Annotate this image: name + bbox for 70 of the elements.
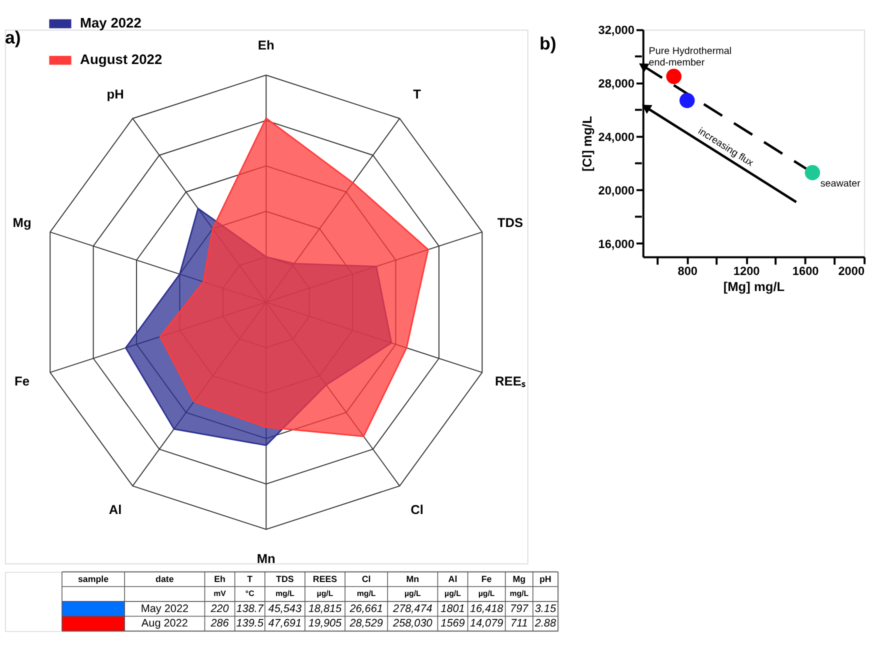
legend-label: August 2022 (80, 51, 162, 68)
text: µg/L (444, 589, 461, 598)
category-label: sample (78, 574, 109, 584)
spoke-label: Fe (14, 373, 30, 388)
text: 19,905 (308, 618, 342, 630)
spoke-label: pH (106, 86, 124, 102)
spoke-label: T (413, 86, 422, 102)
x-axis-title: [Mg] mg/L (723, 278, 785, 294)
text: mg/L (275, 589, 294, 598)
category-label: Mn (406, 574, 420, 584)
y-tick-label: 28,000 (598, 76, 635, 91)
text: 139.5 (236, 618, 264, 630)
text: 47,691 (268, 618, 302, 630)
category-label: Cl (362, 574, 371, 584)
spoke-label: Eh (258, 38, 274, 53)
category-label: T (247, 574, 254, 584)
y-axis-title: [Cl] mg/L (579, 116, 594, 172)
x-tick-label: 1600 (792, 264, 820, 278)
y-tick-label: 32,000 (598, 23, 635, 38)
text: °C (245, 589, 254, 598)
text: a) (4, 27, 21, 48)
text: mg/L (510, 589, 529, 598)
text: 16,418 (470, 602, 504, 615)
text: 1569 (440, 618, 465, 630)
text: May 2022 (140, 602, 189, 615)
category-label: Al (448, 574, 458, 584)
chart-title: b) (539, 33, 556, 54)
annotation: seawater (820, 178, 862, 190)
text: mV (214, 589, 226, 598)
text: 26,661 (350, 602, 383, 615)
text: mg/L (356, 589, 376, 598)
text: 18,815 (308, 602, 342, 615)
text: 3.15 (534, 602, 556, 615)
spoke-label: TDS (497, 214, 524, 230)
category-label: Mg (512, 574, 526, 584)
spoke-label: Mn (256, 550, 276, 566)
text: 138.7 (236, 602, 264, 615)
category-label: Eh (214, 574, 226, 584)
text: µg/L (478, 589, 495, 598)
x-tick-label: 2000 (838, 264, 865, 278)
category-label: Fe (481, 574, 492, 584)
x-tick-label: 800 (678, 264, 698, 278)
y-tick-label: 24,000 (598, 130, 635, 144)
text: µg/L (316, 589, 334, 598)
spoke-label: Mg (12, 214, 32, 230)
text: 1801 (440, 602, 465, 615)
text: 278,474 (393, 602, 432, 615)
x-tick-label: 1200 (733, 264, 760, 278)
category-label: REES (312, 574, 338, 584)
text: 711 (510, 618, 528, 630)
y-tick-label: 20,000 (598, 183, 635, 198)
spoke-label: REEₛ (495, 373, 526, 388)
text: 220 (210, 602, 229, 615)
category-label: pH (540, 574, 552, 584)
category-label: TDS (276, 574, 294, 584)
text: 286 (210, 618, 229, 630)
text: 797 (510, 602, 528, 615)
legend-label: May 2022 (80, 14, 142, 31)
spoke-label: Cl (410, 502, 424, 517)
category-label: date (156, 574, 174, 584)
text: 2.88 (534, 618, 556, 630)
annotation: Pure Hydrothermal end-member (648, 46, 732, 69)
spoke-label: Al (108, 502, 122, 517)
text: 258,030 (393, 618, 432, 630)
text: 28,529 (350, 618, 383, 630)
text: µg/L (404, 589, 421, 598)
text: 14,079 (470, 618, 504, 630)
y-tick-label: 16,000 (598, 236, 635, 251)
text: 45,543 (268, 602, 302, 615)
text: Aug 2022 (141, 618, 188, 630)
